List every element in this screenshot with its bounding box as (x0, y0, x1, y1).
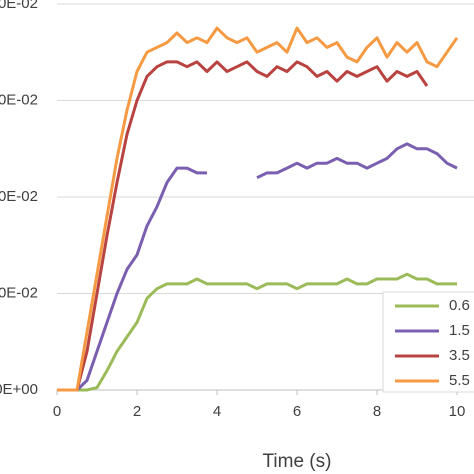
legend-label: 3.5 (449, 347, 470, 364)
data-line (57, 272, 457, 392)
x-tick-label: 2 (133, 403, 141, 420)
y-tick-label: 0.0E+00 (0, 381, 38, 398)
y-tick-label: 6.0E-02 (0, 91, 38, 108)
legend-label: 1.5 (449, 322, 470, 339)
data-line (57, 26, 459, 392)
data-line (57, 60, 429, 392)
x-axis-title: Time (s) (263, 451, 332, 472)
data-line (57, 142, 458, 392)
x-tick-label: 0 (53, 403, 61, 420)
legend-label: 0.6 (449, 297, 470, 314)
x-tick-label: 8 (373, 403, 381, 420)
legend-box (382, 291, 474, 393)
legend-label: 5.5 (449, 372, 470, 389)
y-tick-label: 8.0E-02 (0, 0, 38, 12)
y-tick-label: 2.0E-02 (0, 284, 38, 301)
y-tick-label: 4.0E-02 (0, 188, 38, 205)
x-tick-label: 6 (293, 403, 301, 420)
x-tick-label: 4 (213, 403, 221, 420)
x-tick-label: 10 (449, 403, 466, 420)
